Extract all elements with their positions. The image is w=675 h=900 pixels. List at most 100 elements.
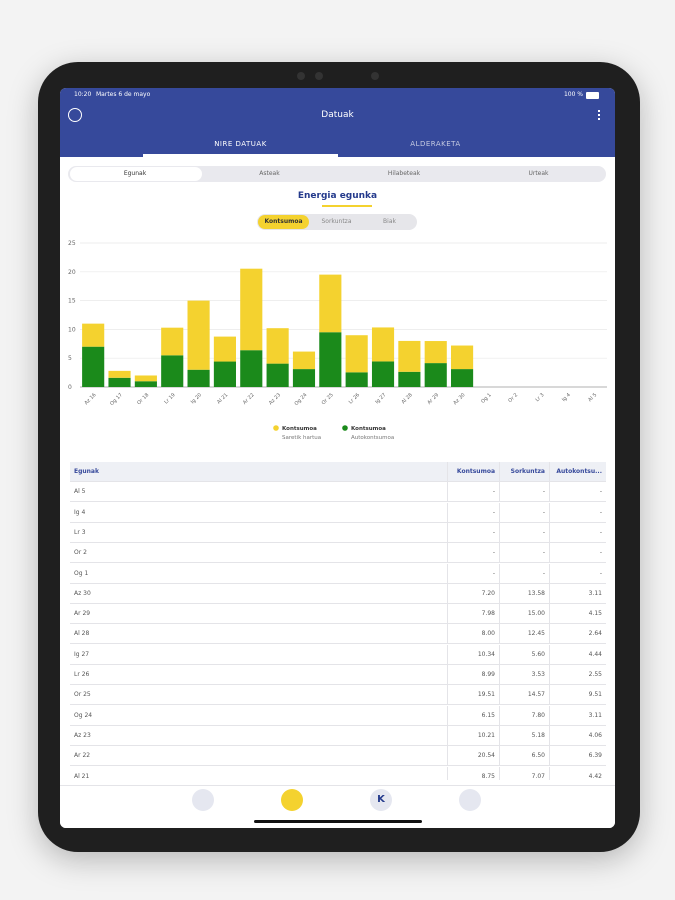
x-tick-label: Al 21 (216, 392, 229, 405)
bar-segment (187, 369, 210, 387)
table-cell: 4.15 (549, 604, 606, 625)
table-cell: 8.75 (447, 766, 499, 780)
period-option[interactable]: Hilabeteak (387, 170, 421, 177)
bar-segment (371, 361, 395, 387)
x-tick-label: Og 17 (109, 392, 124, 407)
x-tick-label: Ig 4 (561, 392, 572, 403)
chart: 0 5 10 15 20 25 Az 16 Og 17 Or 18 Lr 19 Ig 20 Al 21… (68, 240, 607, 441)
tab[interactable]: NIRE DATUAK (214, 140, 267, 148)
table-cell: - (499, 502, 549, 523)
legend-label: Kontsumoa (282, 426, 317, 432)
y-tick-label: 25 (68, 240, 76, 247)
table-cell: Ig 4 (70, 503, 447, 523)
x-tick-label: Og 24 (293, 392, 308, 407)
table-header-cell: Egunak (70, 462, 447, 482)
bar-segment (82, 346, 105, 387)
bar-segment (266, 363, 289, 387)
bar-segment (424, 363, 447, 387)
battery-icon (586, 92, 599, 99)
x-tick-label: Ig 20 (190, 392, 203, 405)
k-button[interactable]: K (370, 789, 392, 811)
table-cell: - (447, 522, 499, 543)
period-selector: Egunak Asteak Hilabeteak Urteak (68, 166, 606, 182)
bar-segment (161, 327, 184, 356)
table-cell: Al 21 (70, 767, 447, 781)
docs-button[interactable] (459, 789, 481, 811)
bar-segment (213, 361, 236, 387)
table-cell: 3.11 (549, 705, 606, 726)
header-title: Datuak (321, 110, 354, 120)
mode-option[interactable]: Kontsumoa (264, 218, 303, 225)
table-cell: 12.45 (499, 624, 549, 645)
table-cell: 10.34 (447, 644, 499, 665)
bar-segment (398, 371, 421, 387)
bottom-nav: K (60, 785, 615, 828)
table-cell: - (447, 543, 499, 564)
mode-option[interactable]: Sorkuntza (321, 218, 352, 225)
table-cell: - (447, 482, 499, 503)
bar-segment (266, 328, 289, 364)
table-cell: 10.21 (447, 725, 499, 746)
camera-dot (297, 72, 305, 80)
table-cell: Lr 3 (70, 523, 447, 543)
x-tick-label: Or 2 (507, 392, 519, 404)
table-cell: Al 28 (70, 624, 447, 645)
chart-title: Energia egunka (297, 191, 378, 201)
bar-segment (213, 336, 236, 362)
mode-option[interactable]: Biak (383, 218, 396, 225)
bar-segment (108, 370, 131, 378)
table-cell: 7.07 (499, 766, 549, 780)
bar-segment (345, 372, 368, 387)
period-option[interactable]: Egunak (123, 170, 147, 177)
tab[interactable]: ALDERAKETA (410, 140, 461, 148)
x-tick-label: Ig 27 (374, 392, 387, 405)
table-cell: 5.18 (499, 725, 549, 746)
home-button[interactable] (192, 789, 214, 811)
table-cell: Az 30 (70, 584, 447, 604)
table-cell: - (549, 563, 606, 584)
table-cell: Lr 26 (70, 665, 447, 685)
legend-swatch (273, 425, 279, 431)
table-cell: 13.58 (499, 583, 549, 604)
table-cell: Ar 29 (70, 604, 447, 625)
table-cell: Al 5 (70, 482, 447, 503)
bar-segment (319, 274, 342, 333)
table-cell: 9.51 (549, 685, 606, 706)
x-tick-label: Ar 29 (426, 392, 440, 406)
table-cell: - (499, 482, 549, 503)
table-cell: 7.20 (447, 583, 499, 604)
period-option[interactable]: Urteak (528, 170, 549, 177)
bar-segment (134, 381, 157, 387)
profile-button[interactable] (68, 108, 82, 122)
menu-button[interactable] (598, 110, 602, 120)
table-cell: - (549, 502, 606, 523)
x-tick-label: Al 28 (401, 392, 414, 405)
x-tick-label: Og 1 (480, 392, 493, 405)
table-header-cell: Autokontsu... (549, 462, 606, 482)
x-tick-label: Az 23 (268, 392, 282, 406)
bar-segment (319, 332, 342, 387)
table-cell: 6.15 (447, 705, 499, 726)
table-cell: Og 1 (70, 564, 447, 584)
data-table: Egunak Kontsumoa Sorkuntza Autokontsu... Al … (70, 462, 606, 780)
data-button[interactable] (281, 789, 303, 811)
bar-segment (134, 375, 157, 382)
table-header-cell: Sorkuntza (499, 462, 549, 482)
table-cell: Ar 22 (70, 746, 447, 767)
bar-segment (398, 340, 421, 372)
table-cell: 14.57 (499, 685, 549, 706)
table-cell: Az 23 (70, 726, 447, 746)
mode-toggle: Kontsumoa Sorkuntza Biak (257, 214, 417, 230)
legend-swatch (342, 425, 348, 431)
period-option[interactable]: Asteak (259, 170, 280, 177)
bar-segment (240, 268, 263, 351)
table-cell: - (549, 482, 606, 503)
table-cell: 3.11 (549, 583, 606, 604)
bar-segment (82, 323, 105, 347)
home-indicator (254, 820, 422, 823)
app-header: 10:20 Martes 6 de mayo 100 % Datuak NIRE… (60, 88, 615, 157)
x-tick-label: Or 18 (136, 392, 150, 406)
table-cell: - (499, 563, 549, 584)
table-cell: 8.99 (447, 665, 499, 685)
x-tick-label: Or 25 (321, 392, 335, 406)
